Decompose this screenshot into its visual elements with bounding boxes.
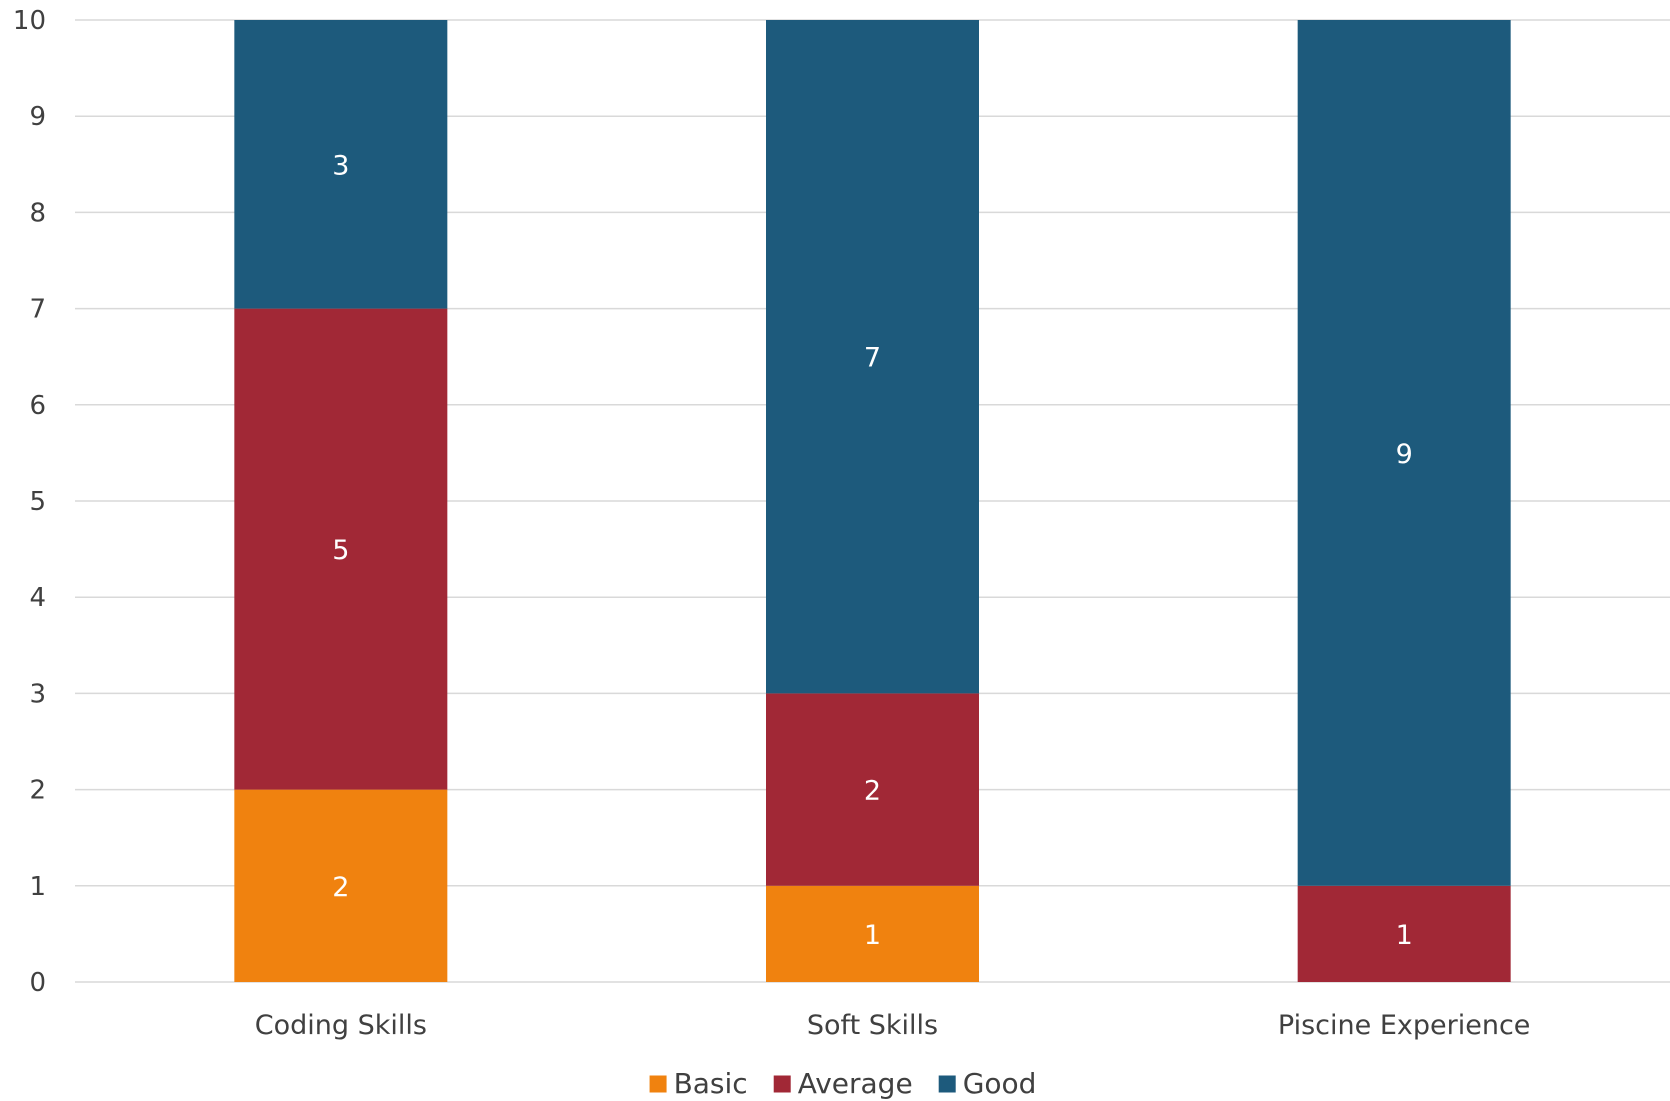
data-label: 1: [864, 920, 881, 951]
bar-segment-good: [234, 20, 448, 309]
y-tick-label: 2: [29, 776, 46, 806]
legend-swatch-average: [773, 1075, 791, 1093]
x-tick-label: Soft Skills: [807, 1010, 938, 1041]
bars: 2 5 3 1 2 7 1 9: [234, 20, 1511, 982]
data-label: 5: [332, 535, 349, 566]
data-label: 2: [332, 872, 349, 903]
legend: Basic Average Good: [649, 1067, 1037, 1100]
y-axis: 0 1 2 3 4 5 6 7 8 9 10: [13, 6, 46, 998]
bar-segment-good: [766, 20, 979, 694]
legend-swatch-good: [938, 1075, 956, 1093]
y-tick-label: 6: [29, 391, 46, 421]
x-tick-label: Piscine Experience: [1278, 1010, 1530, 1041]
bar-segment-good: [1297, 20, 1511, 886]
y-tick-label: 5: [29, 487, 46, 517]
y-tick-label: 0: [29, 968, 46, 998]
y-tick-label: 8: [29, 198, 46, 228]
legend-label: Average: [798, 1067, 913, 1100]
bar-segment-average: [234, 308, 448, 790]
x-tick-label: Coding Skills: [255, 1010, 427, 1041]
data-label: 2: [864, 776, 881, 807]
bar-segment-average: [766, 693, 979, 886]
y-tick-label: 4: [29, 583, 46, 613]
y-tick-label: 10: [13, 6, 46, 36]
x-axis: Coding Skills Soft Skills Piscine Experien…: [255, 1010, 1531, 1041]
legend-swatch-basic: [649, 1075, 667, 1093]
legend-label: Basic: [674, 1067, 748, 1100]
data-label: 7: [864, 343, 881, 374]
y-tick-label: 3: [29, 679, 46, 709]
y-tick-label: 1: [29, 872, 46, 902]
y-tick-label: 7: [29, 295, 46, 325]
bar-segment-average: [1297, 885, 1511, 982]
data-label: 1: [1396, 920, 1413, 951]
data-label: 9: [1396, 439, 1413, 470]
legend-label: Good: [963, 1067, 1037, 1100]
bar-segment-basic: [766, 885, 979, 982]
y-tick-label: 9: [29, 102, 46, 132]
data-label: 3: [332, 150, 349, 181]
bar-segment-basic: [234, 789, 448, 982]
